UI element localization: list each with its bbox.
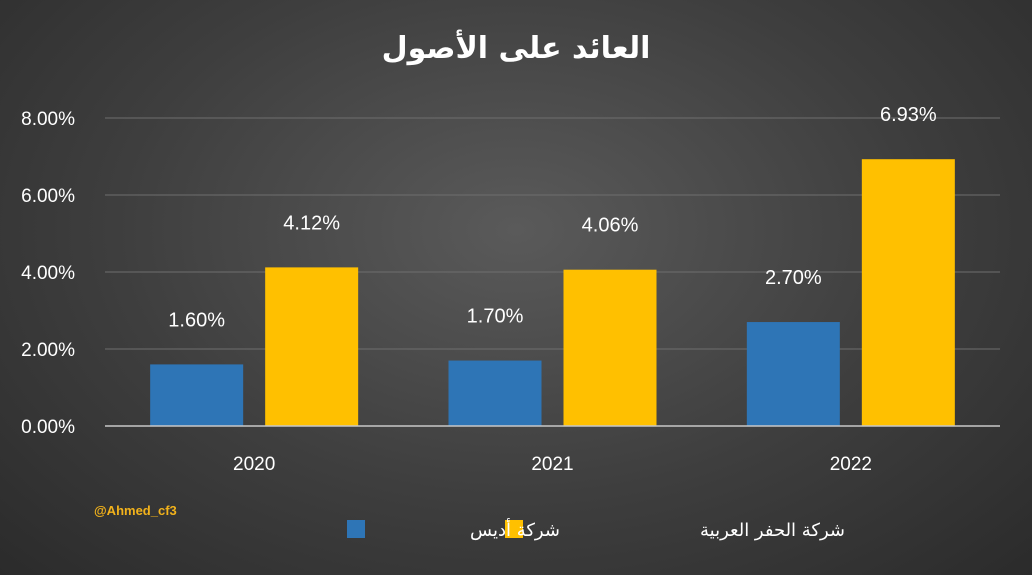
bar bbox=[150, 364, 244, 426]
bar bbox=[861, 159, 955, 426]
bars bbox=[150, 159, 955, 426]
bar bbox=[746, 322, 840, 426]
data-label: 4.12% bbox=[283, 212, 340, 234]
y-tick-label: 0.00% bbox=[21, 417, 75, 438]
data-label: 6.93% bbox=[880, 104, 937, 126]
bar bbox=[448, 360, 542, 426]
legend-swatch bbox=[505, 520, 523, 538]
bar bbox=[265, 267, 359, 426]
x-tick-label: 2020 bbox=[233, 454, 275, 475]
x-tick-label: 2021 bbox=[531, 454, 573, 475]
x-tick-label: 2022 bbox=[830, 454, 872, 475]
data-labels: 1.60% 4.12% 1.70% 4.06% 2.70% 6.93% bbox=[168, 104, 937, 331]
legend-swatch bbox=[347, 520, 365, 538]
data-label: 1.70% bbox=[467, 306, 524, 328]
y-tick-label: 8.00% bbox=[21, 109, 75, 130]
data-label: 4.06% bbox=[582, 215, 639, 237]
bar bbox=[563, 269, 657, 426]
y-axis: 0.00% 2.00% 4.00% 6.00% 8.00% bbox=[21, 109, 75, 438]
x-axis: 2020 2021 2022 bbox=[105, 425, 1000, 475]
legend-label: شركة الحفر العربية bbox=[700, 520, 845, 541]
legend-label: شركة أديس bbox=[470, 518, 560, 541]
watermark: @Ahmed_cf3 bbox=[94, 503, 177, 518]
y-tick-label: 4.00% bbox=[21, 263, 75, 284]
chart-title: العائد على الأصول bbox=[382, 29, 651, 66]
gridlines bbox=[105, 117, 1000, 350]
data-label: 1.60% bbox=[168, 309, 225, 331]
y-tick-label: 2.00% bbox=[21, 340, 75, 361]
y-tick-label: 6.00% bbox=[21, 186, 75, 207]
data-label: 2.70% bbox=[765, 267, 822, 289]
legend: شركة الحفر العربية شركة أديس bbox=[347, 518, 845, 541]
